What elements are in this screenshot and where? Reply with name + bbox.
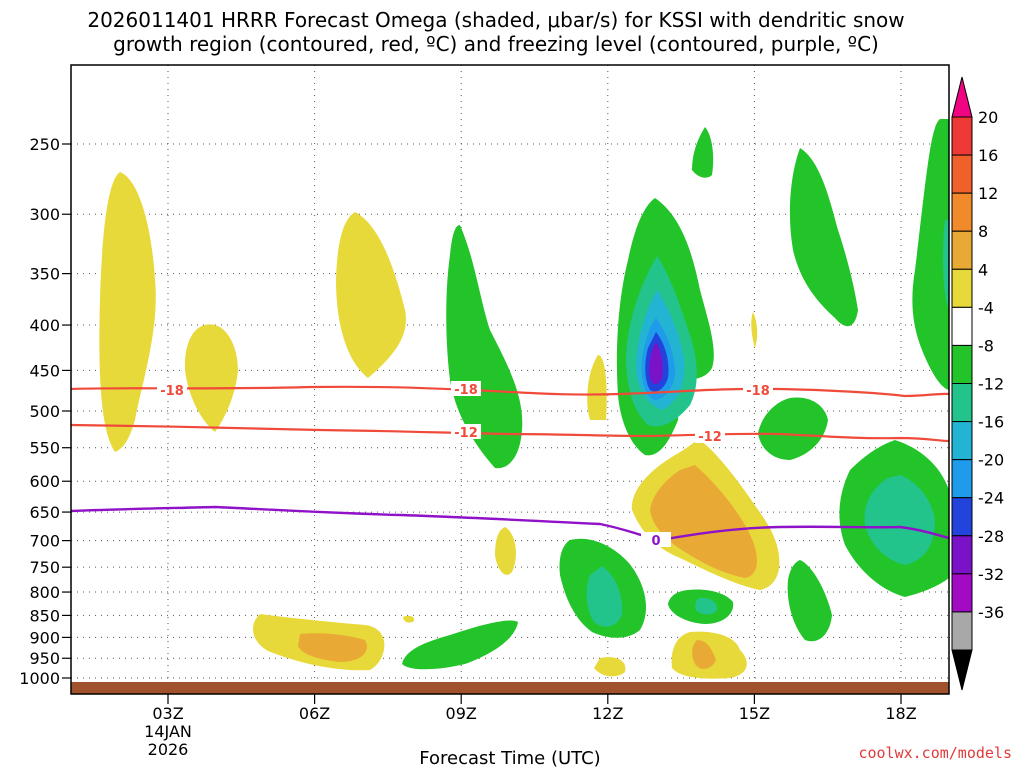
y-tick-label: 750 — [29, 558, 60, 577]
colorbar-label: -32 — [978, 565, 1004, 584]
colorbar-bottom-arrow — [952, 650, 972, 690]
x-axis: 03Z 06Z 09Z 12Z 15Z 18Z — [152, 694, 916, 723]
colorbar-swatch — [952, 422, 972, 460]
x-axis-title: Forecast Time (UTC) — [419, 748, 600, 768]
y-tick-label: 300 — [29, 205, 60, 224]
colorbar-label: -24 — [978, 489, 1004, 508]
contour-label: 0 — [651, 534, 660, 549]
y-tick-label: 400 — [29, 316, 60, 335]
chart-title-line-2: growth region (contoured, red, ºC) and f… — [113, 32, 879, 56]
colorbar-swatch — [952, 193, 972, 231]
chart-title-line-1: 2026011401 HRRR Forecast Omega (shaded, … — [87, 8, 904, 32]
colorbar-swatch — [952, 155, 972, 193]
colorbar-swatch — [952, 384, 972, 422]
x-tick-label: 12Z — [592, 704, 623, 723]
colorbar-label: 12 — [978, 184, 998, 203]
x-tick-label: 15Z — [739, 704, 770, 723]
x-tick-label: 09Z — [446, 704, 477, 723]
colorbar-label: -28 — [978, 527, 1004, 546]
y-tick-label: 350 — [29, 265, 60, 284]
colorbar-label: -20 — [978, 451, 1004, 470]
y-tick-label: 550 — [29, 439, 60, 458]
x-tick-label: 03Z — [152, 704, 183, 723]
colorbar-label: 20 — [978, 108, 998, 127]
colorbar-swatch — [952, 269, 972, 307]
colorbar-swatch — [952, 231, 972, 269]
colorbar-label: -16 — [978, 413, 1004, 432]
colorbar-swatch — [952, 460, 972, 498]
colorbar-swatch — [952, 612, 972, 650]
y-tick-label: 450 — [29, 361, 60, 380]
x-axis-date-label: 14JAN — [144, 722, 192, 741]
y-tick-label: 800 — [29, 583, 60, 602]
contour-label: -12 — [454, 426, 478, 441]
x-tick-label: 18Z — [885, 704, 916, 723]
contour-label: -12 — [698, 430, 722, 445]
y-axis: 250 300 350 400 450 500 550 600 650 700 750 800 850 9… — [19, 135, 71, 688]
contour-label: -18 — [160, 384, 184, 399]
y-tick-label: 600 — [29, 472, 60, 491]
x-tick-label: 06Z — [299, 704, 330, 723]
colorbar-label: 16 — [978, 146, 998, 165]
colorbar: 20 16 12 8 4 -4 -8 -12 -16 -20 -24 -28 -32 -36 — [952, 77, 1004, 690]
x-axis-year-label: 2026 — [148, 740, 189, 759]
ground-surface-strip — [71, 682, 949, 694]
colorbar-label: -4 — [978, 298, 994, 317]
y-tick-label: 850 — [29, 606, 60, 625]
colorbar-swatch — [952, 498, 972, 536]
contour-label: -18 — [454, 383, 478, 398]
omega-time-height-chart: 2026011401 HRRR Forecast Omega (shaded, … — [0, 0, 1024, 768]
colorbar-label: 8 — [978, 222, 988, 241]
y-tick-label: 700 — [29, 532, 60, 551]
colorbar-label: 4 — [978, 260, 988, 279]
colorbar-top-arrow — [952, 77, 972, 117]
y-tick-label: 1000 — [19, 669, 60, 688]
colorbar-swatch — [952, 536, 972, 574]
colorbar-swatch — [952, 574, 972, 612]
y-tick-label: 900 — [29, 628, 60, 647]
credit-text: coolwx.com/models — [858, 744, 1012, 762]
colorbar-label: -36 — [978, 603, 1004, 622]
colorbar-label: -8 — [978, 336, 994, 355]
y-tick-label: 650 — [29, 503, 60, 522]
y-tick-label: 500 — [29, 402, 60, 421]
y-tick-label: 950 — [29, 649, 60, 668]
colorbar-label: -12 — [978, 375, 1004, 394]
colorbar-swatch — [952, 307, 972, 345]
y-tick-label: 250 — [29, 135, 60, 154]
colorbar-swatch — [952, 117, 972, 155]
colorbar-swatch — [952, 345, 972, 383]
contour-label: -18 — [746, 384, 770, 399]
